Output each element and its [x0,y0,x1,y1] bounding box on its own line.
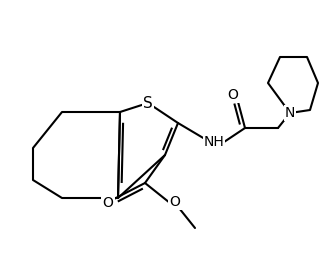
Text: O: O [103,196,113,210]
Text: O: O [228,88,238,102]
Text: NH: NH [204,135,224,149]
Text: N: N [285,106,295,120]
Text: S: S [143,95,153,110]
Text: O: O [170,195,180,209]
